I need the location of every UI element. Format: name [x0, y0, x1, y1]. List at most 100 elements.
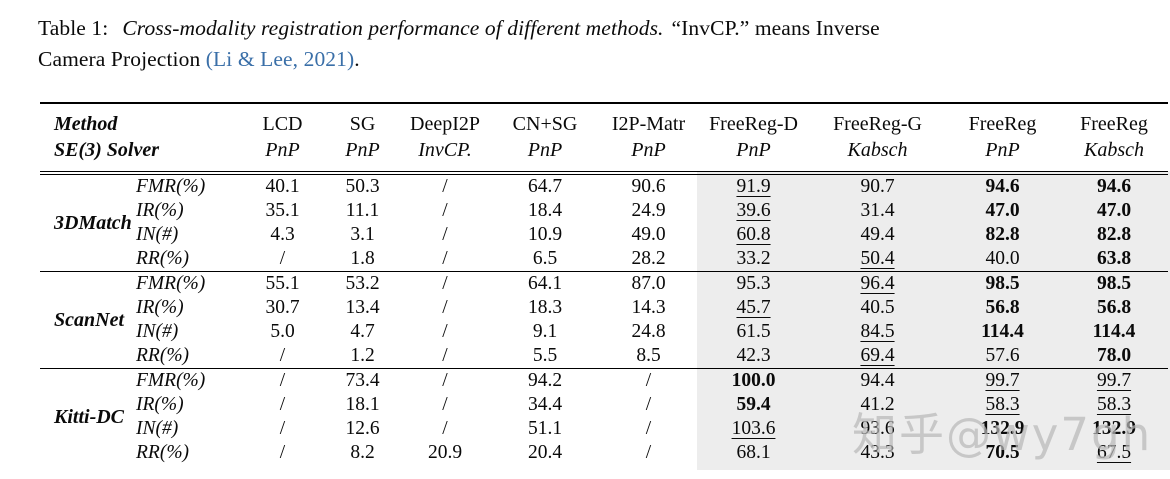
value-cell: /	[279, 442, 286, 463]
value-cell: 49.4	[860, 224, 895, 245]
table-row: RR(%) / 1.8 / 6.5 28.2 33.2 50.4 40.0 63…	[40, 247, 1168, 272]
col-header-cnsg: CN+SG PnP	[490, 102, 600, 175]
value-cell: 96.4	[810, 271, 945, 296]
solver-label: SE(3) Solver	[54, 138, 159, 161]
caption-label: Table 1:	[38, 16, 109, 40]
value-cell: /	[279, 345, 286, 366]
value-cell: /	[400, 271, 490, 296]
value-cell: 4.3	[270, 224, 295, 245]
table-row: IR(%) / 18.1 / 34.4 / 59.4 41.2 58.3 58.…	[40, 393, 1168, 417]
value-cell: 24.8	[631, 321, 666, 342]
metric-label: RR(%)	[136, 442, 190, 463]
value-cell: /	[442, 321, 448, 342]
value-cell: 34.4	[527, 394, 563, 415]
value-cell: 94.6	[985, 176, 1020, 197]
header-row: Method SE(3) Solver LCD PnP SG PnP DeepI…	[40, 102, 1168, 175]
value-cell: /	[645, 418, 652, 439]
value-cell: 8.5	[636, 345, 661, 366]
metric-label: FMR(%)	[136, 176, 206, 197]
value-cell: 50.4	[860, 248, 895, 269]
col-header-freereg-d: FreeReg-D PnP	[697, 102, 810, 175]
table-row: RR(%) / 1.2 / 5.5 8.5 42.3 69.4 57.6 78.…	[40, 344, 1168, 369]
value-cell: 24.9	[631, 200, 666, 221]
value-cell: 99.7	[1060, 368, 1168, 393]
metric-label: IN(#)	[136, 321, 179, 342]
metric-label: IN(#)	[136, 418, 179, 439]
value-cell: 70.5	[985, 442, 1020, 463]
value-cell: 53.2	[325, 271, 400, 296]
value-cell: 20.9	[427, 442, 463, 463]
value-cell: 94.2	[490, 368, 600, 393]
value-cell: 28.2	[631, 248, 666, 269]
table-row: IN(#) 4.3 3.1 / 10.9 49.0 60.8 49.4 82.8…	[40, 223, 1168, 247]
value-cell: 73.4	[325, 368, 400, 393]
value-cell: 55.1	[240, 271, 325, 296]
value-cell: 64.1	[490, 271, 600, 296]
value-cell: 39.6	[736, 200, 771, 221]
header-method-solver: Method SE(3) Solver	[40, 102, 240, 175]
value-cell: /	[645, 394, 652, 415]
value-cell: 18.3	[527, 297, 563, 318]
value-cell: 9.1	[532, 321, 558, 342]
col-header-freereg-pnp: FreeReg PnP	[945, 102, 1060, 175]
value-cell: 49.0	[631, 224, 666, 245]
value-cell: 87.0	[600, 271, 697, 296]
metric-label: IR(%)	[136, 297, 184, 318]
value-cell: 40.0	[985, 248, 1020, 269]
value-cell: 10.9	[527, 224, 563, 245]
table-row: IR(%) 35.1 11.1 / 18.4 24.9 39.6 31.4 47…	[40, 199, 1168, 223]
caption-after-italic: “InvCP.” means Inverse	[671, 16, 880, 40]
dataset-label-scannet: ScanNet	[40, 271, 132, 369]
value-cell: 132.9	[1092, 418, 1136, 439]
metric-label: RR(%)	[136, 345, 190, 366]
caption-line2: Camera Projection	[38, 47, 206, 71]
value-cell: 58.3	[1096, 394, 1132, 415]
value-cell: 69.4	[860, 345, 895, 366]
col-header-i2pmatr: I2P-Matr PnP	[600, 102, 697, 175]
value-cell: /	[442, 176, 448, 197]
col-header-freereg-kabsch: FreeReg Kabsch	[1060, 102, 1168, 175]
value-cell: 5.5	[532, 345, 558, 366]
value-cell: 68.1	[736, 442, 771, 463]
value-cell: 6.5	[532, 248, 558, 269]
value-cell: 67.5	[1096, 442, 1132, 463]
value-cell: /	[400, 368, 490, 393]
value-cell: 93.6	[860, 418, 895, 439]
metric-label: FMR(%)	[132, 368, 240, 393]
citation-link[interactable]: (Li & Lee, 2021)	[205, 47, 355, 71]
value-cell: 98.5	[945, 271, 1060, 296]
value-cell: 63.8	[1096, 248, 1132, 269]
value-cell: /	[442, 248, 448, 269]
metric-label: FMR(%)	[132, 271, 240, 296]
value-cell: 103.6	[731, 418, 776, 439]
value-cell: /	[442, 200, 448, 221]
value-cell: 41.2	[860, 394, 895, 415]
col-header-sg: SG PnP	[325, 102, 400, 175]
value-cell: 47.0	[985, 200, 1020, 221]
value-cell: 20.4	[527, 442, 563, 463]
value-cell: 98.5	[1060, 271, 1168, 296]
table-row: Kitti-DC FMR(%) / 73.4 / 94.2 / 100.0 94…	[40, 368, 1168, 465]
metric-label: IN(#)	[136, 224, 179, 245]
value-cell: 14.3	[631, 297, 666, 318]
col-header-lcd: LCD PnP	[240, 102, 325, 175]
method-label: Method	[54, 112, 118, 135]
value-cell: 18.4	[527, 200, 563, 221]
value-cell: 95.3	[697, 271, 810, 296]
caption-italic-text: Cross-modality registration performance …	[122, 16, 664, 40]
value-cell: 11.1	[345, 200, 380, 221]
dataset-label-3dmatch: 3DMatch	[54, 212, 132, 234]
value-cell: 40.1	[265, 176, 300, 197]
table-row: RR(%) / 8.2 20.9 20.4 / 68.1 43.3 70.5 6…	[40, 441, 1168, 465]
table-caption: Table 1: Cross-modality registration perf…	[38, 13, 1158, 75]
table-row: IN(#) / 12.6 / 51.1 / 103.6 93.6 132.9 1…	[40, 417, 1168, 441]
value-cell: 78.0	[1096, 345, 1132, 366]
value-cell: 60.8	[736, 224, 771, 245]
value-cell: 82.8	[1096, 224, 1132, 245]
value-cell: 31.4	[860, 200, 895, 221]
value-cell: 61.5	[736, 321, 771, 342]
value-cell: /	[442, 224, 448, 245]
value-cell: 13.4	[345, 297, 380, 318]
value-cell: 58.3	[985, 394, 1020, 415]
